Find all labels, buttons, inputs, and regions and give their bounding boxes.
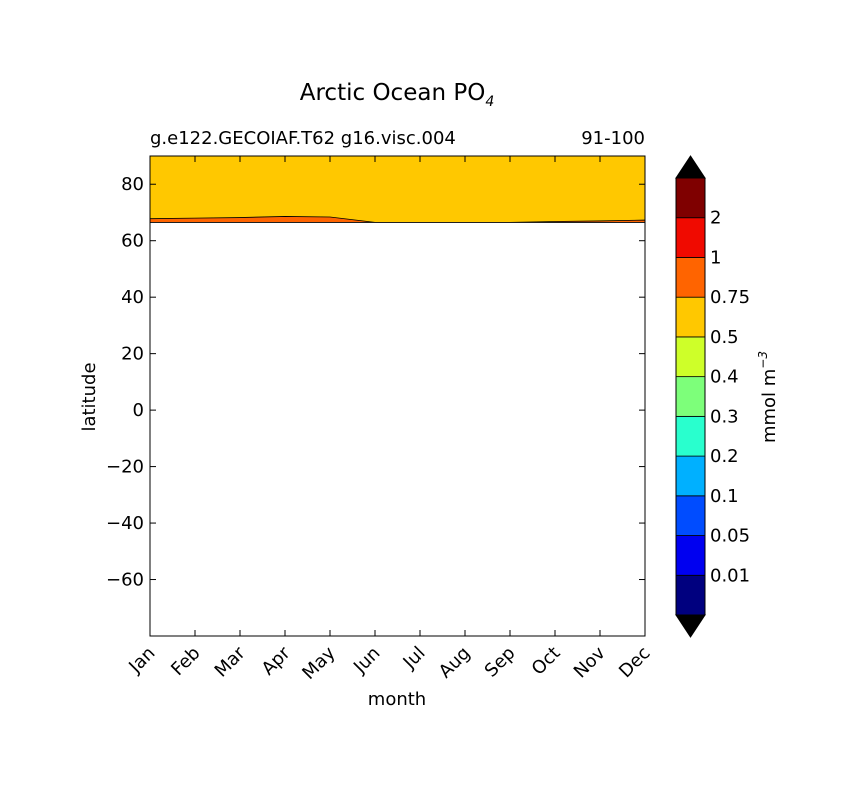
x-tick-label: May — [298, 642, 339, 683]
chart-title: Arctic Ocean PO4 — [300, 80, 494, 110]
colorbar-tick-label: 0.1 — [710, 486, 739, 507]
chart-subtitle-right: 91-100 — [581, 128, 645, 149]
x-axis-label: month — [368, 689, 426, 710]
y-tick-label: 0 — [133, 400, 144, 421]
colorbar-frame — [675, 177, 706, 616]
colorbar-label: mmol m−3 — [756, 351, 780, 443]
y-tick-label: −60 — [106, 570, 144, 591]
y-axis-label: latitude — [79, 362, 100, 431]
fill-region-0 — [150, 156, 645, 223]
colorbar-tick-label: 2 — [710, 208, 721, 229]
x-tick-label: Jun — [349, 643, 384, 678]
colorbar-tick-label: 0.4 — [710, 367, 739, 388]
colorbar-segment — [675, 495, 706, 536]
colorbar-tick-label: 0.2 — [710, 446, 739, 467]
plot-area: 80 60 40 20 0 −20 −40 −60 Jan Feb Mar Apr May Jun Jul A… — [106, 155, 655, 684]
colorbar-tick-label: 0.01 — [710, 565, 750, 586]
colorbar-segment — [675, 376, 706, 417]
chart-title-main: Arctic Ocean PO — [300, 80, 486, 106]
x-tick-label: Sep — [481, 643, 520, 682]
colorbar: 0.01 0.05 0.1 0.2 0.3 0.4 0.5 0.75 1 2 — [675, 155, 750, 638]
colorbar-tick-label: 0.05 — [710, 526, 750, 547]
colorbar-segment — [675, 535, 706, 576]
x-tick-label: Oct — [528, 643, 565, 680]
colorbar-tick-label: 1 — [710, 247, 721, 268]
chart-subtitle-left: g.e122.GECOIAF.T62 g16.visc.004 — [150, 128, 456, 149]
x-tick-label: Feb — [167, 643, 204, 680]
colorbar-segment — [675, 296, 706, 338]
colorbar-tick-label: 0.75 — [710, 287, 750, 308]
plot-frame — [149, 155, 646, 637]
colorbar-segment — [675, 177, 706, 219]
x-tick-label: Nov — [570, 642, 610, 682]
colorbar-label-superscript: −3 — [756, 351, 770, 369]
y-tick-label: 60 — [121, 231, 144, 252]
colorbar-segment — [675, 336, 706, 378]
x-tick-label: Apr — [258, 642, 295, 679]
x-tick-label: Jul — [399, 643, 430, 674]
y-tick-label: 80 — [121, 174, 144, 195]
x-tick-label: Mar — [211, 642, 250, 681]
colorbar-segment — [675, 257, 706, 298]
colorbar-extend-max — [675, 155, 706, 179]
chart-title-subscript: 4 — [485, 94, 494, 110]
colorbar-tick-label: 0.5 — [710, 327, 739, 348]
y-tick-label: −20 — [106, 457, 144, 478]
colorbar-segment — [675, 574, 706, 616]
colorbar-tick-label: 0.3 — [710, 406, 739, 427]
x-tick-label: Jan — [124, 643, 159, 678]
colorbar-label-main: mmol m — [759, 369, 780, 443]
colorbar-segment — [675, 217, 706, 258]
x-tick-label: Dec — [615, 643, 654, 682]
y-tick-label: 40 — [121, 287, 144, 308]
colorbar-extend-min — [675, 614, 706, 638]
y-tick-label: −40 — [106, 513, 144, 534]
y-tick-label: 20 — [121, 344, 144, 365]
colorbar-segment — [675, 415, 706, 457]
colorbar-segment — [675, 455, 706, 497]
x-tick-label: Aug — [435, 643, 475, 683]
